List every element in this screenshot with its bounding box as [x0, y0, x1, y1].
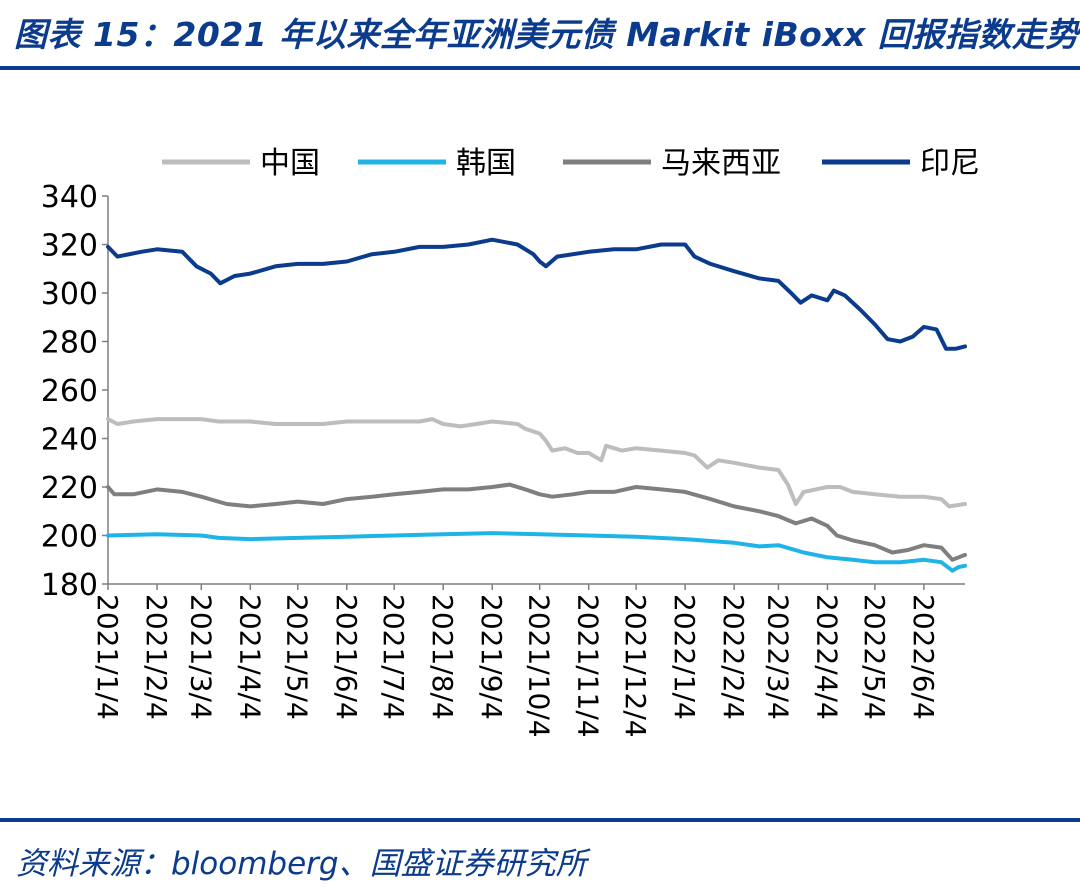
x-tick-label: 2021/9/4 [475, 594, 508, 720]
x-tick-label: 2022/1/4 [668, 594, 701, 720]
x-tick-label: 2021/12/4 [619, 594, 652, 738]
legend-label: 中国 [260, 146, 320, 181]
x-tick-label: 2022/4/4 [810, 594, 843, 720]
series-line-0 [106, 417, 967, 509]
chart-legend: 中国 韩国 马来西亚 印尼 [162, 146, 980, 181]
source-note: 资料来源：bloomberg、国盛证券研究所 [16, 846, 587, 882]
y-tick-label: 260 [41, 374, 98, 409]
x-tick-label: 2021/11/4 [572, 594, 605, 738]
x-tick-label: 2021/10/4 [523, 594, 556, 738]
series-lines [106, 237, 967, 573]
chart-title: 图表 15：2021 年以来全年亚洲美元债 Markit iBoxx 回报指数走… [14, 15, 1079, 54]
x-tick-label: 2021/2/4 [140, 594, 173, 720]
x-tick-label: 2022/6/4 [907, 594, 940, 720]
y-tick-label: 220 [41, 471, 98, 506]
series-line-1 [106, 531, 967, 573]
y-tick-label: 340 [41, 180, 98, 215]
y-tick-label: 180 [41, 568, 98, 603]
x-tick-label: 2021/8/4 [426, 594, 459, 720]
y-tick-label: 240 [41, 423, 98, 458]
x-tick-label: 2021/7/4 [377, 594, 410, 720]
y-tick-label: 300 [41, 277, 98, 312]
legend-label: 马来西亚 [661, 146, 781, 181]
x-tick-label: 2021/6/4 [330, 594, 363, 720]
x-tick-label: 2021/5/4 [281, 594, 314, 720]
footer-rule [0, 818, 1080, 822]
y-tick-label: 280 [41, 326, 98, 361]
y-tick-label: 320 [41, 229, 98, 264]
header-rule [0, 66, 1080, 70]
series-line-3 [106, 237, 967, 351]
series-line-2 [106, 482, 967, 562]
line-chart: 180 200 220 240 260 280 300 320 340 2021/1/4 2021/… [41, 146, 980, 738]
x-tick-label: 2022/2/4 [717, 594, 750, 720]
x-tick-label: 2022/5/4 [858, 594, 891, 720]
legend-label: 韩国 [456, 146, 516, 181]
x-tick-label: 2021/1/4 [91, 594, 124, 720]
y-tick-label: 200 [41, 520, 98, 555]
x-tick-label: 2022/3/4 [761, 594, 794, 720]
x-tick-label: 2021/3/4 [184, 594, 217, 720]
x-tick-label: 2021/4/4 [233, 594, 266, 720]
legend-label: 印尼 [920, 146, 980, 181]
chart-axes: 180 200 220 240 260 280 300 320 340 2021/1/4 2021/… [41, 180, 965, 738]
